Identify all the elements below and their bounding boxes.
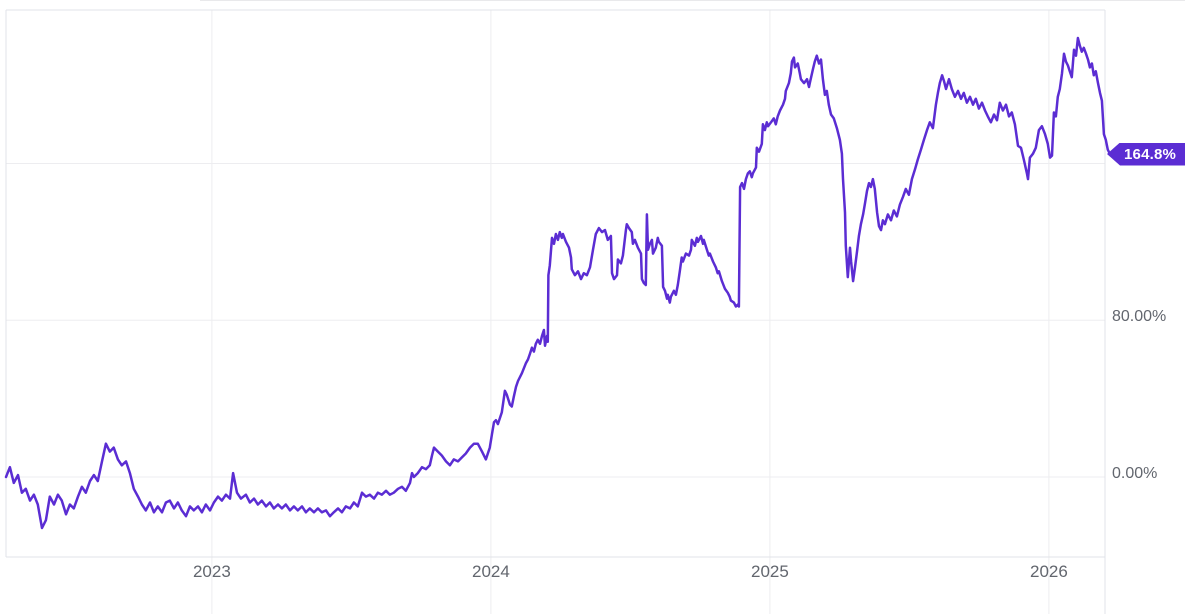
last-value-label: 164.8% (1124, 145, 1177, 163)
x-axis-label: 2026 (1029, 562, 1068, 581)
x-axis-label: 2024 (471, 562, 510, 581)
y-axis-label: 0.00% (1112, 465, 1158, 483)
top-divider (200, 0, 1185, 1)
x-axis-label: 2023 (192, 562, 231, 581)
y-axis-label: 80.00% (1112, 308, 1167, 326)
x-axis-label: 2025 (750, 562, 789, 581)
price-line[interactable] (4, 36, 1112, 530)
last-value-badge: 164.8% (1107, 142, 1185, 166)
